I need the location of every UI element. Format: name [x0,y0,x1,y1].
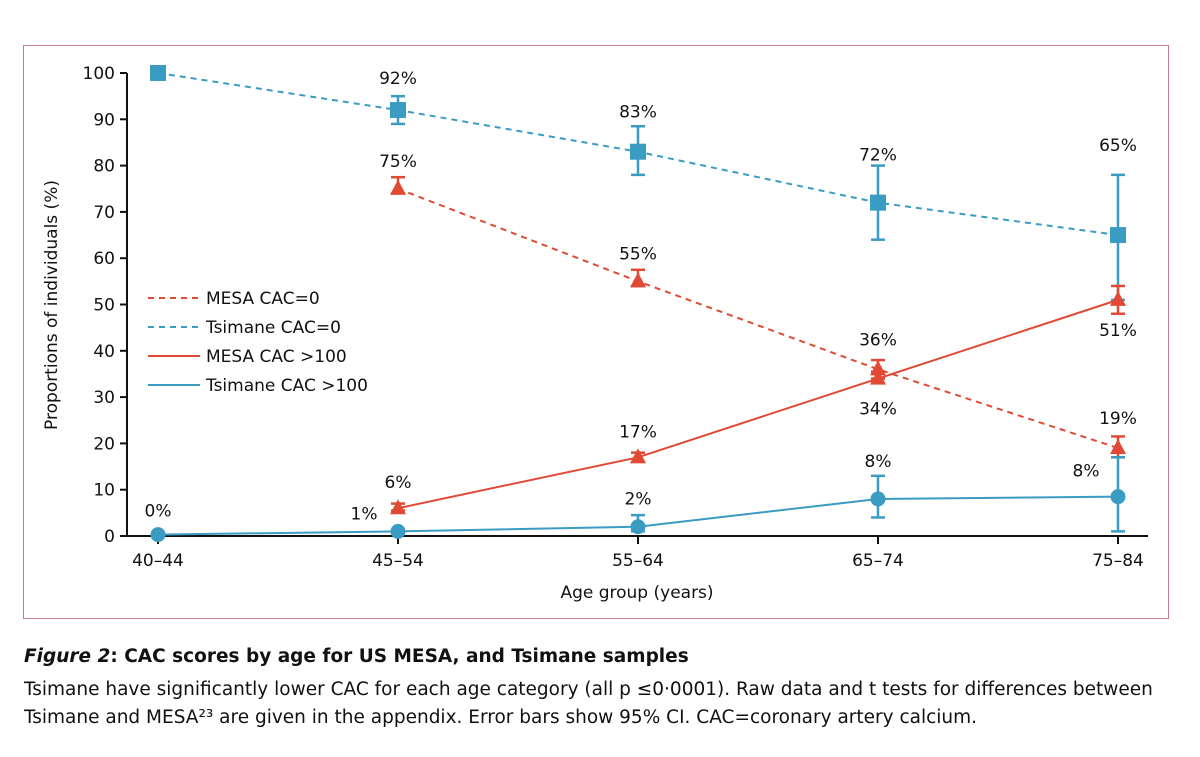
data-label: 55% [619,244,657,264]
circle-marker [1110,489,1126,505]
figure-label: Figure 2 [24,646,111,667]
square-marker [1110,227,1126,244]
legend-label: Tsimane CAC=0 [205,318,341,338]
circle-marker [630,519,646,535]
data-label: 19% [1099,409,1137,429]
figure-frame [23,45,1169,619]
x-tick-label: 75–84 [1092,551,1144,571]
x-tick-label: 40–44 [132,551,184,571]
chart: 0 10 20 30 40 50 60 70 80 90 100 40–44 45–54 55–64 65–… [42,64,1148,603]
x-axis-label: Age group (years) [560,583,713,603]
data-label: 65% [1099,136,1137,156]
y-tick-label: 0 [104,527,115,547]
data-label: 8% [1073,462,1100,482]
data-label: 8% [865,452,892,472]
series-line [397,298,1119,510]
square-marker [150,65,166,81]
x-tick-label: 65–74 [852,551,904,571]
square-marker [390,102,406,119]
data-label: 6% [385,473,412,493]
data-label: 17% [619,422,657,442]
data-label: 75% [379,152,417,172]
data-label: 1% [351,504,378,524]
circle-marker [870,491,886,507]
triangle-marker [870,369,886,385]
y-tick-label: 80 [93,157,115,177]
x-tick-label: 55–64 [612,551,664,571]
data-label: 2% [625,490,652,510]
data-label: 0% [145,502,172,522]
y-tick-label: 20 [93,434,115,454]
triangle-marker [1110,439,1126,455]
square-marker [870,194,886,211]
x-tick-label: 45–54 [372,551,424,571]
triangle-marker [630,448,646,464]
triangle-marker [390,179,406,195]
legend-label: MESA CAC >100 [206,347,347,367]
y-tick-label: 10 [93,481,115,501]
square-marker [630,143,646,160]
data-label: 83% [619,103,657,123]
caption-title-text: : CAC scores by age for US MESA, and Tsi… [110,646,689,667]
y-tick-label: 60 [93,249,115,269]
caption-body: Tsimane have significantly lower CAC for… [24,679,1153,728]
triangle-marker [390,499,406,515]
y-tick-label: 90 [93,110,115,130]
y-tick-label: 50 [93,296,115,316]
data-label: 72% [859,146,897,166]
y-tick-label: 30 [93,388,115,408]
series-line [397,187,1119,449]
data-label: 92% [379,69,417,89]
triangle-marker [630,272,646,288]
y-tick-label: 100 [83,64,115,84]
caption-title: Figure 2: CAC scores by age for US MESA,… [24,643,1184,671]
legend-label: Tsimane CAC >100 [205,376,368,396]
data-label: 34% [859,400,897,420]
data-label: 36% [859,330,897,350]
data-label: 51% [1099,321,1137,341]
y-axis-label: Proportions of individuals (%) [42,180,62,430]
circle-marker [390,523,406,539]
legend-label: MESA CAC=0 [206,289,320,309]
y-tick-label: 70 [93,203,115,223]
circle-marker [150,527,166,543]
triangle-marker [1110,290,1126,306]
y-tick-label: 40 [93,342,115,362]
